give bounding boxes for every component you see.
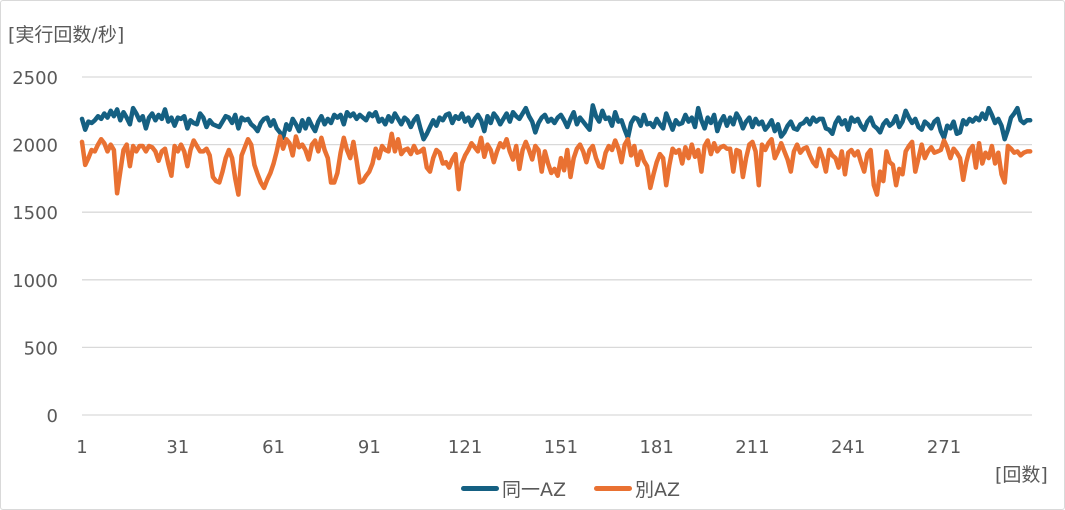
x-tick-label: 181	[639, 437, 673, 458]
y-tick-label: 1000	[12, 271, 58, 292]
x-tick-label: 151	[544, 437, 578, 458]
gridlines	[82, 76, 1032, 416]
series-line-other-az	[79, 131, 1033, 197]
y-tick-label: 0	[47, 406, 58, 427]
y-tick-label: 1500	[12, 203, 58, 224]
legend-item-other-az: 別AZ	[594, 475, 680, 502]
x-axis-title: [回数]	[995, 464, 1048, 486]
series-lines	[79, 103, 1033, 197]
legend-item-same-az: 同一AZ	[461, 475, 566, 502]
x-tick-label: 271	[927, 437, 961, 458]
legend-swatch-same-az	[461, 486, 499, 491]
y-tick-label: 2000	[12, 136, 58, 157]
x-tick-label: 211	[735, 437, 769, 458]
legend: 同一AZ 別AZ	[461, 475, 708, 502]
y-tick-label: 2500	[12, 68, 58, 89]
legend-swatch-other-az	[594, 486, 633, 491]
legend-label-same-az: 同一AZ	[502, 479, 567, 501]
x-tick-label: 121	[448, 437, 482, 458]
legend-label-other-az: 別AZ	[635, 479, 681, 501]
y-axis-title: [実行回数/秒]	[8, 24, 125, 46]
x-tick-label: 241	[831, 437, 865, 458]
x-tick-label: 91	[358, 437, 381, 458]
x-tick-label: 1	[76, 437, 87, 458]
y-tick-labels: 0 500 1000 1500 2000 2500	[12, 68, 58, 427]
y-tick-label: 500	[24, 338, 58, 359]
series-line-same-az	[79, 103, 1033, 142]
x-tick-labels: 1 31 61 91 121 151 181 211 241 271	[76, 437, 961, 458]
x-tick-label: 31	[166, 437, 189, 458]
x-tick-label: 61	[262, 437, 285, 458]
